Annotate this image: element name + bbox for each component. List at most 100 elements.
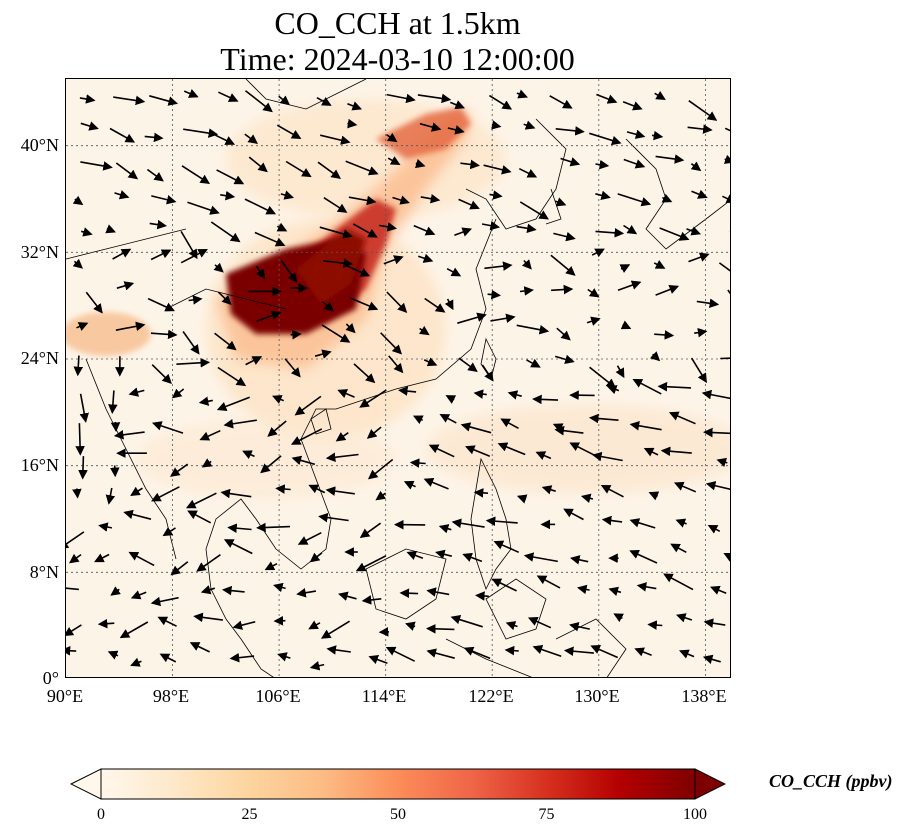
wind-vector-arrow bbox=[73, 355, 84, 377]
wind-vector-arrow bbox=[321, 324, 351, 343]
wind-vector-arrow bbox=[519, 201, 549, 220]
wind-vector-arrow bbox=[297, 531, 322, 545]
wind-vector-arrow bbox=[147, 297, 175, 312]
wind-vector-arrow bbox=[108, 390, 118, 414]
wind-vector-arrow bbox=[110, 465, 120, 478]
wind-vector-arrow bbox=[589, 132, 622, 146]
lat-tick-label: 24°N bbox=[20, 348, 59, 368]
wind-vector-arrow bbox=[569, 442, 597, 457]
wind-vector-arrow bbox=[105, 224, 116, 234]
wind-vector-arrow bbox=[248, 156, 268, 173]
wind-vector-arrow bbox=[232, 620, 256, 630]
wind-vector-arrow bbox=[170, 561, 189, 576]
wind-vector-arrow bbox=[554, 425, 584, 436]
wind-vector-arrow bbox=[569, 621, 590, 632]
wind-vector-arrow bbox=[532, 394, 559, 405]
wind-vector-arrow bbox=[690, 357, 707, 384]
wind-vector-arrow bbox=[325, 452, 359, 463]
wind-vector-arrow bbox=[696, 298, 720, 309]
wind-vector-arrow bbox=[146, 168, 164, 182]
wind-vector-arrow bbox=[187, 201, 220, 215]
wind-vector-arrow bbox=[438, 524, 452, 534]
wind-vector-arrow bbox=[97, 618, 115, 629]
wind-vector-arrow bbox=[414, 158, 426, 169]
wind-vector-arrow bbox=[383, 255, 404, 265]
wind-vector-arrow bbox=[180, 230, 198, 260]
wind-vector-arrow bbox=[649, 351, 661, 362]
wind-vector-arrow bbox=[647, 620, 663, 630]
wind-vector-arrow bbox=[629, 518, 656, 529]
wind-vector-arrow bbox=[157, 616, 177, 627]
wind-vector-arrow bbox=[114, 190, 130, 200]
wind-vector-arrow bbox=[317, 161, 341, 179]
wind-vector-arrow bbox=[385, 646, 416, 662]
wind-vector-arrow bbox=[450, 615, 483, 628]
map-plot-area bbox=[65, 78, 731, 678]
wind-vector-arrow bbox=[481, 364, 494, 382]
wind-vector-arrow bbox=[375, 490, 387, 501]
wind-vector-arrow bbox=[426, 587, 450, 597]
wind-vector-arrow bbox=[485, 516, 518, 526]
wind-vector-arrow bbox=[535, 451, 552, 461]
wind-vector-arrow bbox=[217, 366, 247, 387]
wind-vector-arrow bbox=[475, 591, 489, 601]
lon-tick-label: 90°E bbox=[46, 686, 84, 706]
wind-vector-arrow bbox=[291, 455, 316, 466]
wind-vector-arrow bbox=[451, 518, 485, 529]
wind-vector-arrow bbox=[116, 281, 135, 291]
wind-vector-arrow bbox=[560, 157, 581, 167]
wind-vector-arrow bbox=[386, 132, 398, 143]
wind-vector-arrow bbox=[176, 357, 211, 368]
wind-vector-arrow bbox=[445, 395, 457, 404]
wind-vector-arrow bbox=[657, 381, 692, 392]
wind-vector-arrow bbox=[591, 248, 605, 258]
wind-vector-arrow bbox=[128, 387, 145, 397]
colorbar-tick-label: 0 bbox=[97, 806, 105, 823]
wind-vector-arrow bbox=[150, 249, 172, 261]
wind-vector-arrow bbox=[587, 288, 600, 298]
coastlines bbox=[66, 79, 730, 677]
wind-vector-arrow bbox=[554, 354, 575, 364]
wind-vector-arrow bbox=[66, 645, 77, 656]
wind-vector-arrow bbox=[473, 488, 489, 498]
wind-vector-arrow bbox=[660, 446, 692, 457]
wind-vector-arrow bbox=[679, 649, 695, 659]
wind-vector-arrow bbox=[75, 423, 85, 456]
wind-vector-arrow bbox=[213, 262, 224, 273]
wind-vector-arrow bbox=[193, 612, 224, 623]
lon-tick-label: 114°E bbox=[361, 686, 407, 706]
wind-vector-arrow bbox=[423, 357, 438, 367]
lon-tick-label: 98°E bbox=[152, 686, 190, 706]
wind-vector-arrow bbox=[267, 420, 287, 437]
wind-vector-arrow bbox=[260, 455, 282, 474]
lon-tick-label: 122°E bbox=[468, 686, 514, 706]
map-title: CO_CCH at 1.5km bbox=[274, 5, 521, 41]
wind-vector-arrow bbox=[352, 223, 378, 238]
lon-tick-label: 138°E bbox=[681, 686, 727, 706]
wind-vector-arrow bbox=[110, 586, 121, 596]
wind-vector-arrow bbox=[113, 430, 145, 440]
wind-vector-arrow bbox=[454, 227, 472, 237]
wind-vector-arrow bbox=[507, 390, 522, 400]
wind-vector-arrow bbox=[284, 358, 301, 378]
wind-vector-arrow bbox=[519, 286, 534, 296]
wind-vector-arrow bbox=[227, 523, 252, 533]
wind-vector-arrow bbox=[399, 588, 419, 599]
wind-vector-arrow bbox=[229, 652, 255, 663]
wind-vector-arrow bbox=[109, 127, 136, 143]
wind-vector-arrow bbox=[80, 227, 93, 237]
wind-vector-arrow bbox=[222, 585, 245, 596]
wind-vector-arrow bbox=[718, 262, 730, 272]
wind-vector-arrow bbox=[290, 329, 302, 340]
wind-vector-arrow bbox=[690, 161, 702, 172]
wind-vector-arrow bbox=[555, 126, 585, 136]
wind-vector-arrow bbox=[386, 93, 416, 104]
wind-vector-arrow bbox=[326, 645, 351, 655]
wind-vector-arrow bbox=[66, 624, 82, 637]
wind-vector-arrow bbox=[702, 654, 721, 664]
wind-vector-arrow bbox=[245, 356, 263, 366]
wind-vector-arrow bbox=[244, 133, 258, 144]
wind-vector-arrow bbox=[322, 301, 334, 312]
wind-vector-arrow bbox=[484, 261, 513, 271]
wind-vector-arrow bbox=[320, 134, 351, 145]
